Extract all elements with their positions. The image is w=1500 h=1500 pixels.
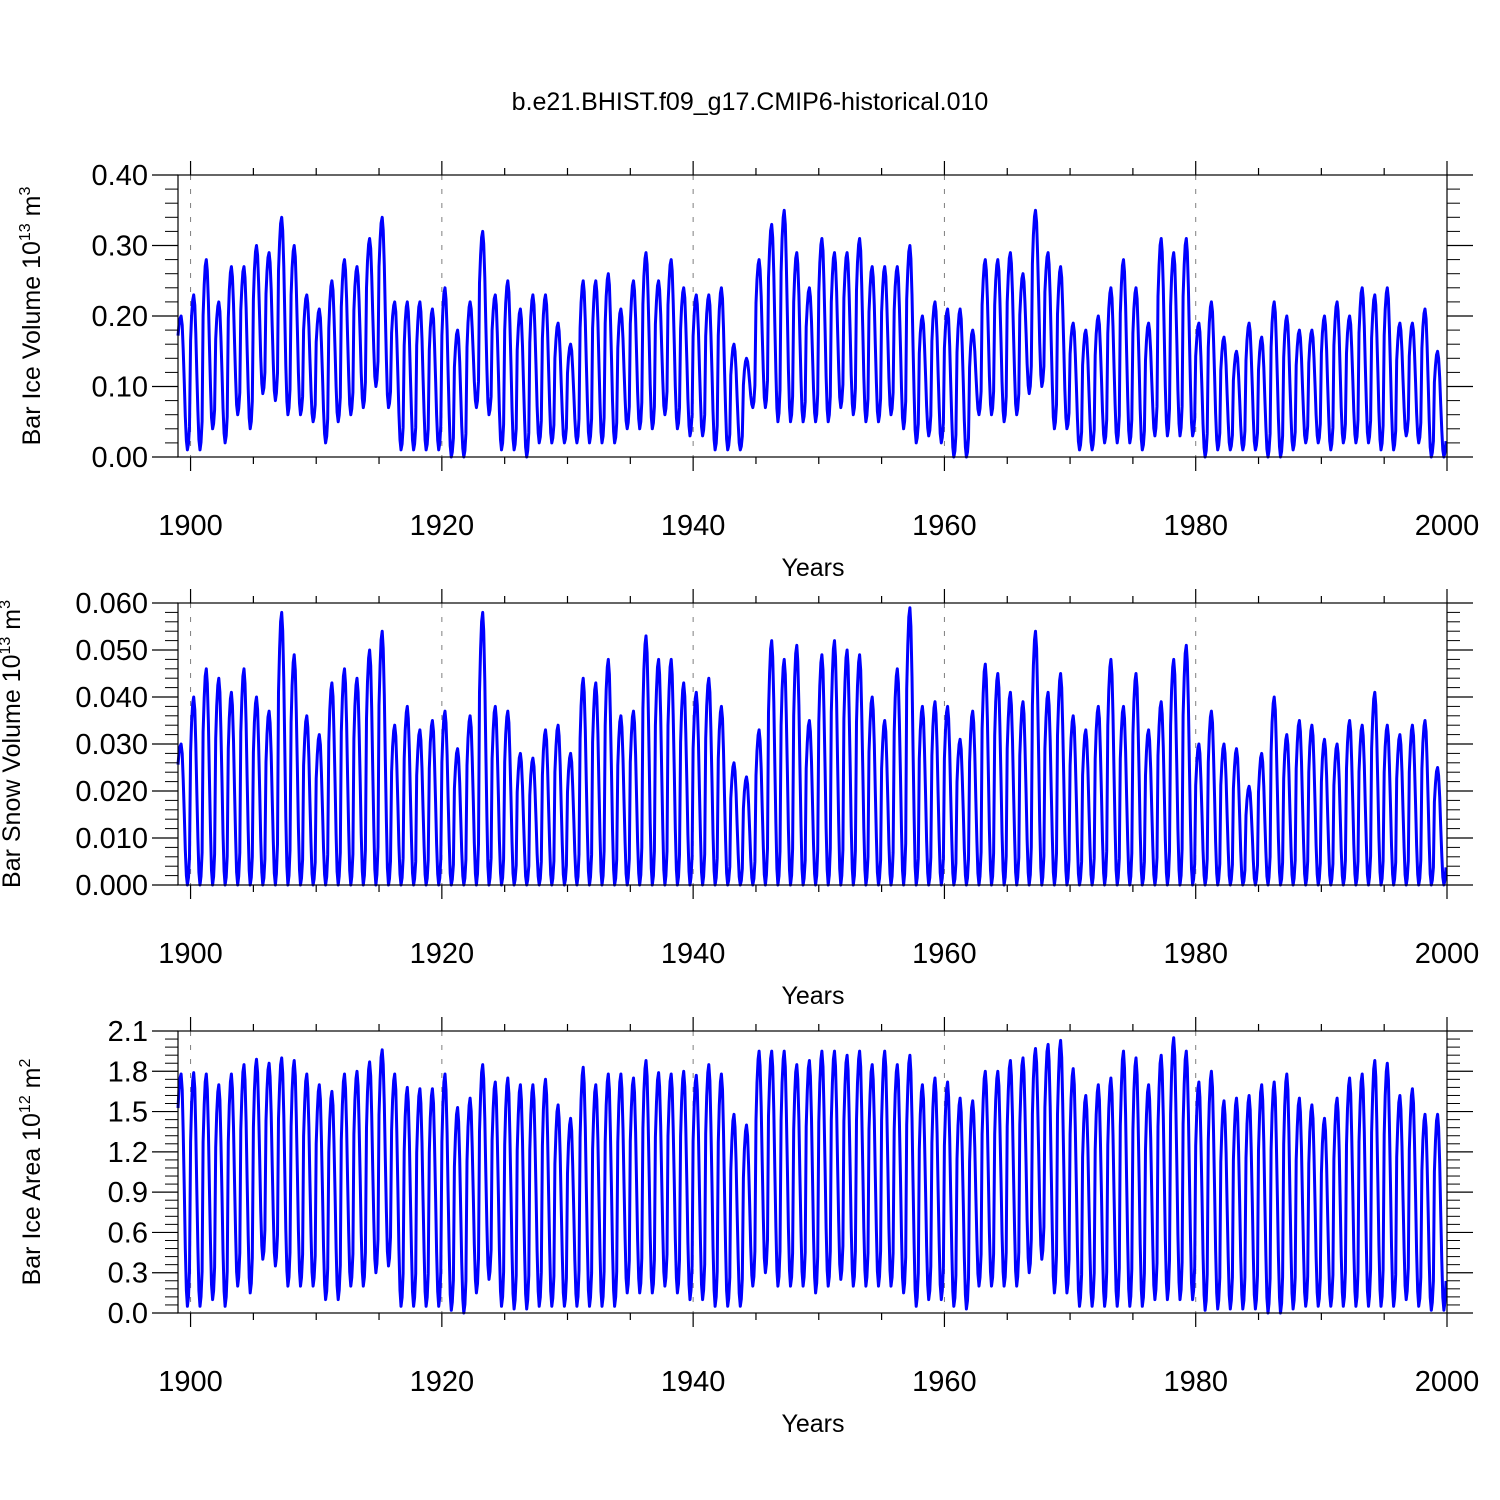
x-tick-label: 1940 — [661, 1366, 726, 1398]
x-tick-label: 1920 — [410, 938, 475, 970]
y-axis-label-main: Bar Ice Volume 10 — [18, 241, 46, 445]
x-tick-label: 1920 — [410, 1366, 475, 1398]
y-tick-label: 0.30 — [92, 231, 148, 263]
y-axis-label-unit: m — [18, 1068, 46, 1096]
y-tick-label: 0.0 — [108, 1298, 148, 1330]
x-axis-label: Years — [781, 554, 844, 582]
x-tick-label: 1980 — [1163, 938, 1228, 970]
y-axis-label-unit-exp: 3 — [17, 187, 34, 196]
y-axis-label-main: Bar Ice Area 10 — [18, 1113, 46, 1285]
y-tick-label: 0.9 — [108, 1177, 148, 1209]
y-tick-label: 0.050 — [75, 635, 148, 667]
y-axis-label-unit: m — [0, 609, 26, 637]
x-tick-label: 1960 — [912, 1366, 977, 1398]
x-tick-label: 1920 — [410, 510, 475, 542]
x-axis-label: Years — [781, 1410, 844, 1438]
y-axis-label: Bar Snow Volume 1013 m3 — [0, 600, 26, 888]
x-tick-label: 1940 — [661, 510, 726, 542]
plot-frame — [177, 1030, 1448, 1314]
x-tick-label: 1960 — [912, 510, 977, 542]
series-line — [176, 208, 1448, 459]
x-tick-label: 1960 — [912, 938, 977, 970]
x-tick-label: 1900 — [158, 938, 223, 970]
y-axis-label-unit-exp: 2 — [17, 1059, 34, 1068]
series-line — [176, 1036, 1448, 1315]
x-tick-label: 1980 — [1163, 1366, 1228, 1398]
y-axis-label-exp: 12 — [17, 1095, 34, 1113]
x-tick-label: 1940 — [661, 938, 726, 970]
y-axis-label-exp: 13 — [17, 223, 34, 241]
y-tick-label: 0.000 — [75, 870, 148, 902]
y-axis-label-main: Bar Snow Volume 10 — [0, 655, 26, 888]
y-tick-label: 0.6 — [108, 1217, 148, 1249]
x-tick-label: 2000 — [1415, 510, 1480, 542]
panel-3: 0.0 0.3 0.6 0.9 1.2 1.5 1.8 2.1 1900 1920 1940 1960… — [17, 1016, 1479, 1438]
x-tick-label: 1900 — [158, 510, 223, 542]
x-tick-label: 1900 — [158, 1366, 223, 1398]
y-tick-label: 0.00 — [92, 442, 148, 474]
panel-1: 0.00 0.10 0.20 0.30 0.40 1900 1920 1940 1960 1980… — [17, 160, 1479, 582]
y-tick-label: 1.2 — [108, 1137, 148, 1169]
y-tick-label: 0.40 — [92, 160, 148, 192]
y-axis-label: Bar Ice Area 1012 m2 — [17, 1059, 46, 1286]
series-line — [176, 606, 1448, 887]
y-tick-label: 0.040 — [75, 682, 148, 714]
y-tick-label: 0.030 — [75, 729, 148, 761]
y-axis-label-exp: 13 — [0, 637, 14, 655]
x-axis-label: Years — [781, 982, 844, 1010]
y-axis-label-unit: m — [18, 196, 46, 224]
figure-title: b.e21.BHIST.f09_g17.CMIP6-historical.010 — [512, 88, 989, 116]
y-tick-label: 0.010 — [75, 823, 148, 855]
y-tick-label: 0.20 — [92, 301, 148, 333]
y-tick-label: 0.060 — [75, 588, 148, 620]
y-tick-label: 2.1 — [108, 1016, 148, 1048]
panel-2: 0.000 0.010 0.020 0.030 0.040 0.050 0.060 1900 1… — [0, 588, 1479, 1010]
y-tick-label: 0.3 — [108, 1258, 148, 1290]
x-tick-label: 2000 — [1415, 1366, 1480, 1398]
y-axis-label: Bar Ice Volume 1013 m3 — [17, 187, 46, 446]
y-tick-label: 0.10 — [92, 372, 148, 404]
y-tick-label: 1.8 — [108, 1056, 148, 1088]
x-tick-label: 1980 — [1163, 510, 1228, 542]
y-tick-label: 0.020 — [75, 776, 148, 808]
y-tick-label: 1.5 — [108, 1097, 148, 1129]
x-tick-label: 2000 — [1415, 938, 1480, 970]
y-axis-label-unit-exp: 3 — [0, 600, 14, 609]
